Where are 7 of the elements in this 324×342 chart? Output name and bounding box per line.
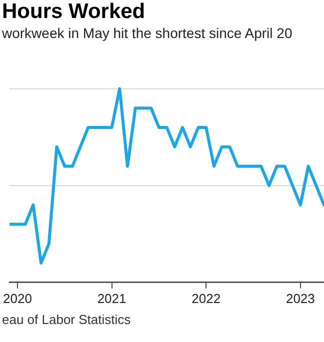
x-tick-label: 2020 [3, 290, 32, 306]
chart-subtitle: workweek in May hit the shortest since April 20 [1, 24, 294, 42]
x-tick-label: 2022 [192, 290, 221, 306]
chart-title: Hours Worked [1, 0, 146, 24]
x-tick-label: 2023 [286, 290, 315, 306]
text: eau of Labor Statistics [1, 312, 132, 328]
x-tick-label: 2021 [97, 290, 126, 306]
